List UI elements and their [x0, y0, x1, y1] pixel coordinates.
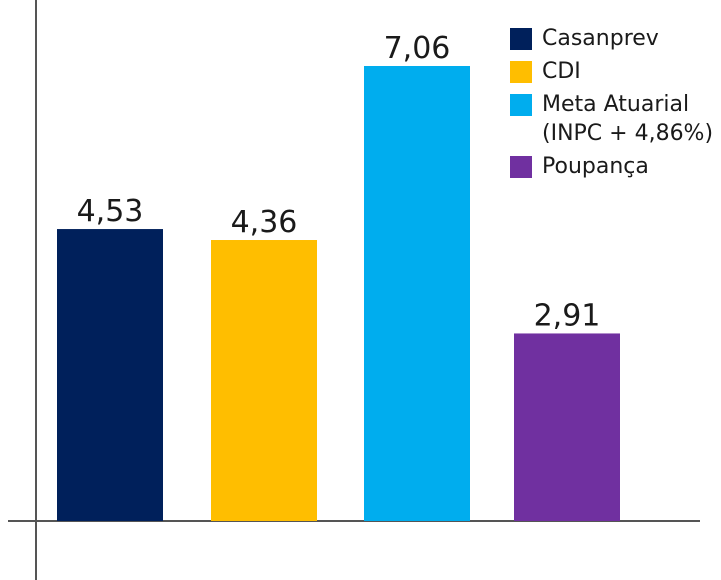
legend-item-cdi: CDI: [510, 57, 713, 86]
legend-item-meta-atuarial: Meta Atuarial (INPC + 4,86%): [510, 90, 713, 148]
value-labels-group: 4,53 4,36 7,06 2,91: [77, 31, 601, 333]
bars-group: [57, 66, 620, 522]
legend-swatch-poupanca: [510, 156, 532, 178]
legend-label-poupanca: Poupança: [542, 154, 649, 179]
legend-item-casanprev: Casanprev: [510, 24, 713, 53]
legend-label-cdi: CDI: [542, 59, 581, 84]
value-label-3: 2,91: [534, 298, 601, 333]
bar-0: [57, 229, 163, 521]
legend-item-poupanca: Poupança: [510, 152, 713, 181]
bar-2: [364, 66, 470, 521]
bar-3: [514, 333, 620, 521]
value-label-1: 4,36: [231, 205, 298, 240]
value-label-0: 4,53: [77, 194, 144, 229]
bar-1: [211, 240, 317, 522]
legend-swatch-meta-atuarial: [510, 94, 532, 116]
legend-swatch-cdi: [510, 61, 532, 83]
legend-swatch-casanprev: [510, 28, 532, 50]
legend-label-meta-atuarial: Meta Atuarial (INPC + 4,86%): [542, 92, 714, 146]
legend-label-casanprev: Casanprev: [542, 26, 659, 51]
value-label-2: 7,06: [384, 31, 451, 66]
legend: Casanprev CDI Meta Atuarial (INPC + 4,86…: [510, 24, 713, 185]
